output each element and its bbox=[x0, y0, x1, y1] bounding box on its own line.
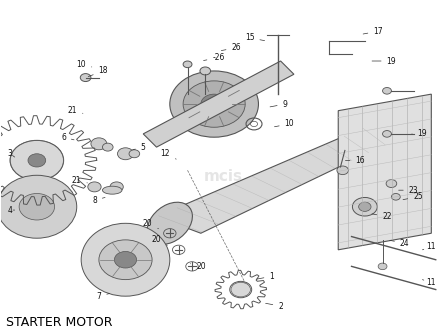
Polygon shape bbox=[143, 61, 294, 147]
Polygon shape bbox=[157, 127, 387, 233]
Ellipse shape bbox=[392, 193, 401, 200]
Ellipse shape bbox=[378, 263, 387, 270]
Text: 11: 11 bbox=[422, 242, 436, 251]
Ellipse shape bbox=[200, 67, 211, 75]
Ellipse shape bbox=[115, 252, 136, 268]
Ellipse shape bbox=[129, 150, 140, 158]
Text: 5: 5 bbox=[132, 143, 146, 152]
Text: 4: 4 bbox=[8, 205, 15, 214]
Ellipse shape bbox=[19, 193, 54, 220]
Ellipse shape bbox=[183, 81, 245, 127]
Ellipse shape bbox=[103, 143, 113, 151]
Text: 20: 20 bbox=[152, 235, 167, 245]
Text: 10: 10 bbox=[274, 120, 294, 129]
Ellipse shape bbox=[10, 141, 63, 180]
Text: 22: 22 bbox=[372, 212, 392, 221]
Text: 6: 6 bbox=[61, 133, 74, 142]
Polygon shape bbox=[338, 94, 431, 250]
Text: -26: -26 bbox=[203, 53, 225, 62]
Text: 19: 19 bbox=[412, 129, 427, 138]
Ellipse shape bbox=[386, 180, 397, 187]
Ellipse shape bbox=[110, 182, 123, 192]
Ellipse shape bbox=[147, 202, 192, 244]
Ellipse shape bbox=[231, 282, 251, 297]
Text: 1: 1 bbox=[257, 272, 274, 281]
Text: STARTER MOTOR: STARTER MOTOR bbox=[6, 316, 112, 329]
Ellipse shape bbox=[117, 148, 133, 160]
Text: 26: 26 bbox=[221, 43, 241, 52]
Text: 8: 8 bbox=[92, 196, 105, 205]
Text: 17: 17 bbox=[363, 27, 383, 36]
Text: 11: 11 bbox=[422, 279, 436, 288]
Text: 9: 9 bbox=[270, 100, 288, 109]
Text: 24: 24 bbox=[390, 239, 409, 248]
Ellipse shape bbox=[170, 71, 259, 137]
Text: 15: 15 bbox=[245, 33, 264, 42]
Text: 2: 2 bbox=[266, 302, 283, 311]
Text: 23: 23 bbox=[399, 186, 418, 195]
Text: 7: 7 bbox=[96, 292, 110, 301]
Ellipse shape bbox=[28, 154, 45, 167]
Ellipse shape bbox=[383, 131, 392, 137]
Text: 16: 16 bbox=[346, 156, 365, 165]
Text: 12: 12 bbox=[161, 149, 176, 159]
Ellipse shape bbox=[352, 197, 377, 216]
Text: 20: 20 bbox=[143, 219, 158, 229]
Text: 21: 21 bbox=[72, 176, 87, 185]
Ellipse shape bbox=[201, 94, 227, 114]
Text: 21: 21 bbox=[67, 106, 83, 115]
Text: 19: 19 bbox=[372, 56, 396, 65]
Ellipse shape bbox=[99, 240, 152, 280]
Text: 3: 3 bbox=[8, 149, 15, 158]
Text: 20: 20 bbox=[190, 262, 206, 271]
Ellipse shape bbox=[383, 88, 392, 94]
Text: mcis: mcis bbox=[203, 169, 243, 184]
Text: 18: 18 bbox=[88, 66, 108, 76]
Ellipse shape bbox=[80, 73, 91, 81]
Text: 25: 25 bbox=[403, 192, 423, 201]
Ellipse shape bbox=[359, 202, 371, 211]
Ellipse shape bbox=[88, 182, 101, 192]
Ellipse shape bbox=[337, 166, 348, 175]
Ellipse shape bbox=[81, 223, 170, 296]
Text: 10: 10 bbox=[76, 60, 92, 69]
Ellipse shape bbox=[183, 61, 192, 67]
Ellipse shape bbox=[0, 175, 77, 238]
Ellipse shape bbox=[103, 186, 122, 194]
Ellipse shape bbox=[91, 138, 107, 150]
